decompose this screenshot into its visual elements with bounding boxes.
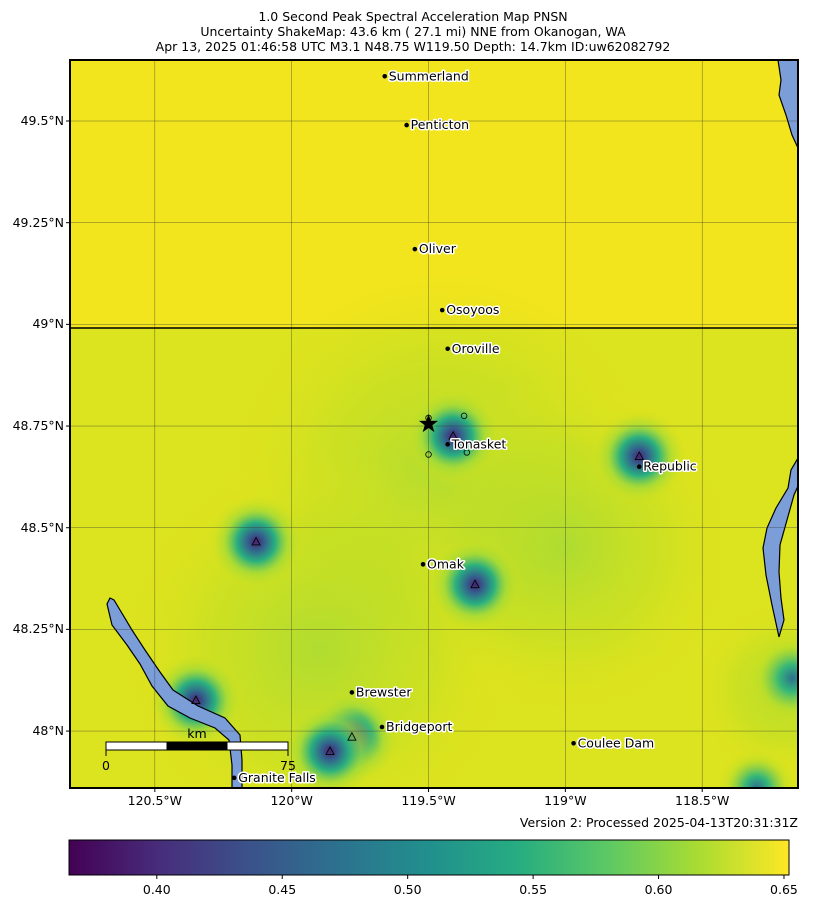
city-label: Osoyoos	[446, 302, 499, 317]
station-circle-icon	[463, 449, 471, 456]
station-triangle-icon	[470, 579, 480, 589]
colorbar-tick-label: 0.60	[644, 882, 673, 897]
uncertainty-blob-6	[282, 703, 378, 788]
city-dot-icon	[349, 690, 355, 695]
station-triangle-icon	[325, 745, 335, 755]
city-label: Summerland	[389, 68, 469, 83]
city-label: Brewster	[356, 684, 412, 699]
lon-tick-label: 119.5°W	[401, 793, 456, 808]
water-body-east	[762, 456, 798, 638]
city-label: Oroville	[452, 341, 500, 356]
lat-tick-label: 48.5°N	[20, 519, 64, 535]
uncertainty-blob-edge	[747, 633, 798, 724]
map-frame	[69, 59, 799, 789]
lat-tick-label: 48.25°N	[12, 621, 64, 637]
version-text: Version 2: Processed 2025-04-13T20:31:31…	[519, 815, 798, 830]
lat-tick-label: 49.5°N	[20, 113, 64, 128]
uncertainty-blob-3	[427, 536, 524, 633]
scale-start-label: 0	[102, 758, 110, 773]
city-dot-icon	[412, 246, 418, 252]
city-label: Bridgeport	[386, 719, 452, 734]
uncertainty-blob-0	[405, 388, 502, 485]
map-title-line-1: 1.0 Second Peak Spectral Acceleration Ma…	[258, 9, 568, 24]
lat-tick-label: 48°N	[32, 723, 64, 739]
water-body-northeast	[777, 60, 798, 149]
city-dot-icon	[231, 775, 237, 781]
station-triangle-icon	[191, 695, 201, 705]
lat-tick-label: 49°N	[32, 316, 64, 332]
station-triangle-icon	[347, 731, 357, 741]
city-label: Penticton	[411, 117, 469, 132]
uncertainty-blob-2	[208, 493, 305, 590]
city-label: Tonasket	[451, 436, 507, 451]
city-label: Coulee Dam	[578, 735, 655, 750]
city-label: Republic	[643, 459, 697, 474]
lat-tick-label: 48.75°N	[12, 418, 64, 434]
city-dot-icon	[571, 740, 576, 746]
colorbar-tick-label: 0.65	[770, 882, 798, 897]
colorbar-tick-label: 0.55	[519, 882, 548, 897]
colorbar-tick-label: 0.50	[393, 882, 422, 897]
city-labels: Summerland Penticton Oliver Osoyoos Oroville…	[231, 67, 698, 786]
station-triangle-icon	[634, 451, 645, 460]
scale-bar: km 0 75	[102, 726, 296, 773]
map-title-line-2: Uncertainty ShakeMap: 43.6 km ( 27.1 mi)…	[200, 24, 626, 39]
city-dot-icon	[404, 122, 409, 128]
city-dot-icon	[445, 442, 450, 447]
columbia-river	[106, 597, 243, 788]
lon-tick-label: 118.5°W	[675, 793, 730, 808]
city-label: Omak	[427, 556, 465, 571]
map-area: Summerland Penticton Oliver Osoyoos Oroville…	[70, 60, 798, 788]
city-dot-icon	[379, 724, 385, 730]
colorbar-tick-label: 0.45	[268, 882, 297, 897]
scale-unit-label: km	[187, 726, 206, 741]
station-markers	[191, 412, 645, 755]
city-dot-icon	[439, 307, 445, 313]
station-circle-icon	[460, 412, 468, 420]
station-circle-icon	[425, 451, 432, 458]
uncertainty-field	[147, 388, 798, 788]
map-title-line-3: Apr 13, 2025 01:46:58 UTC M3.1 N48.75 W1…	[155, 39, 671, 54]
lon-tick-label: 120.5°W	[127, 793, 183, 808]
city-dot-icon	[636, 464, 642, 470]
station-triangle-icon	[448, 430, 458, 440]
colorbar	[68, 839, 790, 876]
lat-tick-label: 49.25°N	[12, 214, 64, 230]
uncertainty-blob-corner	[716, 748, 797, 788]
colorbar-ticks	[156, 875, 785, 879]
water-bodies	[106, 60, 798, 788]
city-label: Granite Falls	[238, 770, 316, 785]
city-dot-icon	[420, 562, 426, 567]
station-triangle-icon	[251, 536, 261, 546]
city-dot-icon	[382, 73, 388, 79]
axis-ticks	[66, 120, 703, 792]
city-dot-icon	[445, 346, 450, 352]
scale-end-label: 75	[280, 758, 296, 773]
uncertainty-blob-1	[591, 408, 688, 505]
lon-tick-label: 120°W	[270, 793, 313, 808]
city-label: Oliver	[419, 241, 457, 256]
graticule	[70, 60, 798, 788]
colorbar-tick-label: 0.40	[142, 882, 171, 897]
epicenter-star-icon	[419, 414, 439, 433]
lon-tick-label: 119°W	[544, 793, 587, 808]
